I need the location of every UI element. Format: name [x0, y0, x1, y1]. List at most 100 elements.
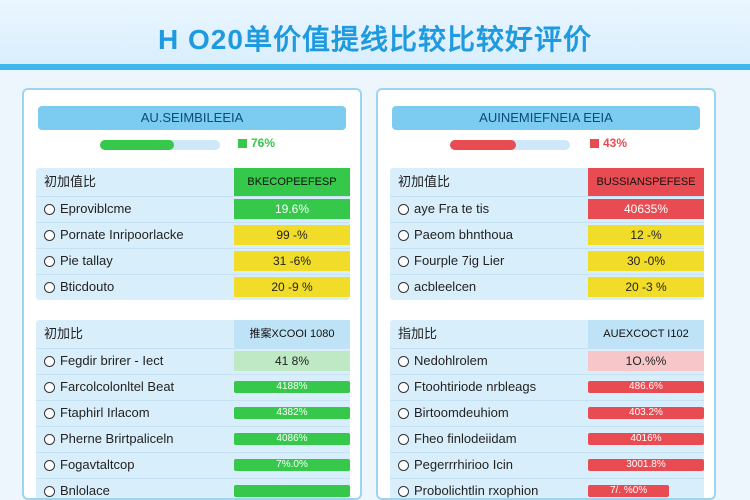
- criterion-value: 4382%: [234, 407, 350, 419]
- radio-button[interactable]: [44, 434, 55, 445]
- rating-marker-icon: [238, 139, 247, 148]
- section-label: 初加值比: [398, 174, 451, 189]
- panel-title: AU.SEIMBILEEIA: [38, 106, 346, 130]
- radio-button[interactable]: [398, 256, 409, 267]
- criteria-section: 初加值比 BKECOPEEFESP Eproviblcme 19.6% Pornat…: [36, 168, 350, 300]
- rating-bar: 43%: [378, 136, 714, 154]
- criterion-row[interactable]: Pherne Brirtpaliceln 4086%: [36, 426, 350, 452]
- panel-title: AUINEMIEFNEIA EEIA: [392, 106, 700, 130]
- criterion-label: Bticdouto: [60, 279, 115, 294]
- criterion-row[interactable]: Pie tallay 31 -6%: [36, 248, 350, 274]
- value-column-header: 推案XCOOI 1080: [234, 320, 350, 348]
- radio-button[interactable]: [44, 282, 55, 293]
- criteria-section: 指加比 AUEXCOCT I102 Nedohlrolem 1O.%% Ftooht…: [390, 320, 704, 498]
- criterion-value: 403.2%: [588, 407, 704, 419]
- criterion-value: 31 -6%: [234, 251, 350, 271]
- section-label: 指加比: [398, 326, 438, 341]
- radio-button[interactable]: [398, 204, 409, 215]
- section-header: 初加值比 BUSSIANSPEFESE: [390, 168, 704, 196]
- page-title: H O20单价值提线比较比较好评价: [158, 24, 592, 55]
- criterion-value: [234, 485, 350, 497]
- criterion-label: Fheo finlodeiidam: [414, 431, 517, 446]
- criterion-row[interactable]: Bticdouto 20 -9 %: [36, 274, 350, 300]
- rating-bar: 76%: [24, 136, 360, 154]
- criterion-value: 30 -0%: [588, 251, 704, 271]
- radio-button[interactable]: [44, 256, 55, 267]
- criterion-value: 486.6%: [588, 381, 704, 393]
- criterion-row[interactable]: Ftaphirl Irlacom 4382%: [36, 400, 350, 426]
- criterion-label: Birtoomdeuhiom: [414, 405, 509, 420]
- criterion-value: 99 -%: [234, 225, 350, 245]
- section-label: 初加值比: [44, 174, 97, 189]
- rating-fill: [100, 140, 175, 150]
- criterion-row[interactable]: Farcolcolonltel Beat 4188%: [36, 374, 350, 400]
- criterion-label: aye Fra te tis: [414, 201, 490, 216]
- section-header: 初加比 推案XCOOI 1080: [36, 320, 350, 348]
- rating-score: 76%: [238, 136, 275, 150]
- radio-button[interactable]: [44, 486, 55, 497]
- criterion-label: Paeom bhnthoua: [414, 227, 514, 242]
- criterion-row[interactable]: Fegdir brirer - Iect 41 8%: [36, 348, 350, 374]
- criterion-label: Farcolcolonltel Beat: [60, 379, 175, 394]
- page-header: H O20单价值提线比较比较好评价: [0, 0, 750, 70]
- criterion-label: Ftaphirl Irlacom: [60, 405, 150, 420]
- radio-button[interactable]: [44, 382, 55, 393]
- criterion-label: Ftoohtiriode nrbleags: [414, 379, 537, 394]
- criterion-row[interactable]: Fogavtaltcop 7%.0%: [36, 452, 350, 478]
- radio-button[interactable]: [44, 408, 55, 419]
- criteria-section: 初加比 推案XCOOI 1080 Fegdir brirer - Iect 41 …: [36, 320, 350, 498]
- criterion-label: Fegdir brirer - Iect: [60, 353, 164, 368]
- rating-fill: [450, 140, 516, 150]
- radio-button[interactable]: [44, 230, 55, 241]
- criterion-row[interactable]: Paeom bhnthoua 12 -%: [390, 222, 704, 248]
- criterion-label: Pie tallay: [60, 253, 113, 268]
- criterion-value: 40635%: [588, 199, 704, 219]
- criterion-row[interactable]: Fourple 7ig Lier 30 -0%: [390, 248, 704, 274]
- radio-button[interactable]: [398, 230, 409, 241]
- value-column-header: AUEXCOCT I102: [588, 320, 704, 348]
- criterion-value: 7%.0%: [234, 459, 350, 471]
- criterion-row[interactable]: Birtoomdeuhiom 403.2%: [390, 400, 704, 426]
- criterion-value: 7/. %0%: [588, 485, 670, 497]
- criterion-value: 4188%: [234, 381, 350, 393]
- criterion-row[interactable]: acbleelcen 20 -3 %: [390, 274, 704, 300]
- criterion-row[interactable]: Pegerrrhirioo Icin 3001.8%: [390, 452, 704, 478]
- criterion-value: 12 -%: [588, 225, 704, 245]
- rating-track: [100, 140, 220, 150]
- criterion-label: Eproviblcme: [60, 201, 132, 216]
- criterion-value: 4086%: [234, 433, 350, 445]
- radio-button[interactable]: [398, 434, 409, 445]
- criterion-value: 3001.8%: [588, 459, 704, 471]
- criterion-value: 20 -3 %: [588, 277, 704, 297]
- criterion-row[interactable]: Fheo finlodeiidam 4016%: [390, 426, 704, 452]
- value-column-header: BUSSIANSPEFESE: [588, 168, 704, 196]
- criterion-row[interactable]: aye Fra te tis 40635%: [390, 196, 704, 222]
- radio-button[interactable]: [44, 356, 55, 367]
- criterion-label: Pegerrrhirioo Icin: [414, 457, 513, 472]
- criterion-label: Pherne Brirtpaliceln: [60, 431, 174, 446]
- criterion-row[interactable]: Ftoohtiriode nrbleags 486.6%: [390, 374, 704, 400]
- right-comparison-panel: AUINEMIEFNEIA EEIA 43% 初加值比 BUSSIANSPEFE…: [376, 88, 716, 500]
- criterion-row[interactable]: Pornate Inripoorlacke 99 -%: [36, 222, 350, 248]
- radio-button[interactable]: [398, 486, 409, 497]
- criterion-row[interactable]: Probolichtlin rxophion 7/. %0%: [390, 478, 704, 498]
- radio-button[interactable]: [398, 460, 409, 471]
- criterion-row[interactable]: Bnlolace: [36, 478, 350, 498]
- criterion-value: 20 -9 %: [234, 277, 350, 297]
- radio-button[interactable]: [398, 282, 409, 293]
- criterion-value: 41 8%: [234, 351, 350, 371]
- criterion-value: 19.6%: [234, 199, 350, 219]
- criterion-label: Probolichtlin rxophion: [414, 483, 539, 498]
- criterion-row[interactable]: Nedohlrolem 1O.%%: [390, 348, 704, 374]
- criteria-section: 初加值比 BUSSIANSPEFESE aye Fra te tis 40635%…: [390, 168, 704, 300]
- criterion-row[interactable]: Eproviblcme 19.6%: [36, 196, 350, 222]
- rating-track: [450, 140, 570, 150]
- criterion-label: Fogavtaltcop: [60, 457, 135, 472]
- radio-button[interactable]: [398, 382, 409, 393]
- radio-button[interactable]: [44, 204, 55, 215]
- radio-button[interactable]: [44, 460, 55, 471]
- criterion-label: Fourple 7ig Lier: [414, 253, 505, 268]
- rating-marker-icon: [590, 139, 599, 148]
- radio-button[interactable]: [398, 356, 409, 367]
- radio-button[interactable]: [398, 408, 409, 419]
